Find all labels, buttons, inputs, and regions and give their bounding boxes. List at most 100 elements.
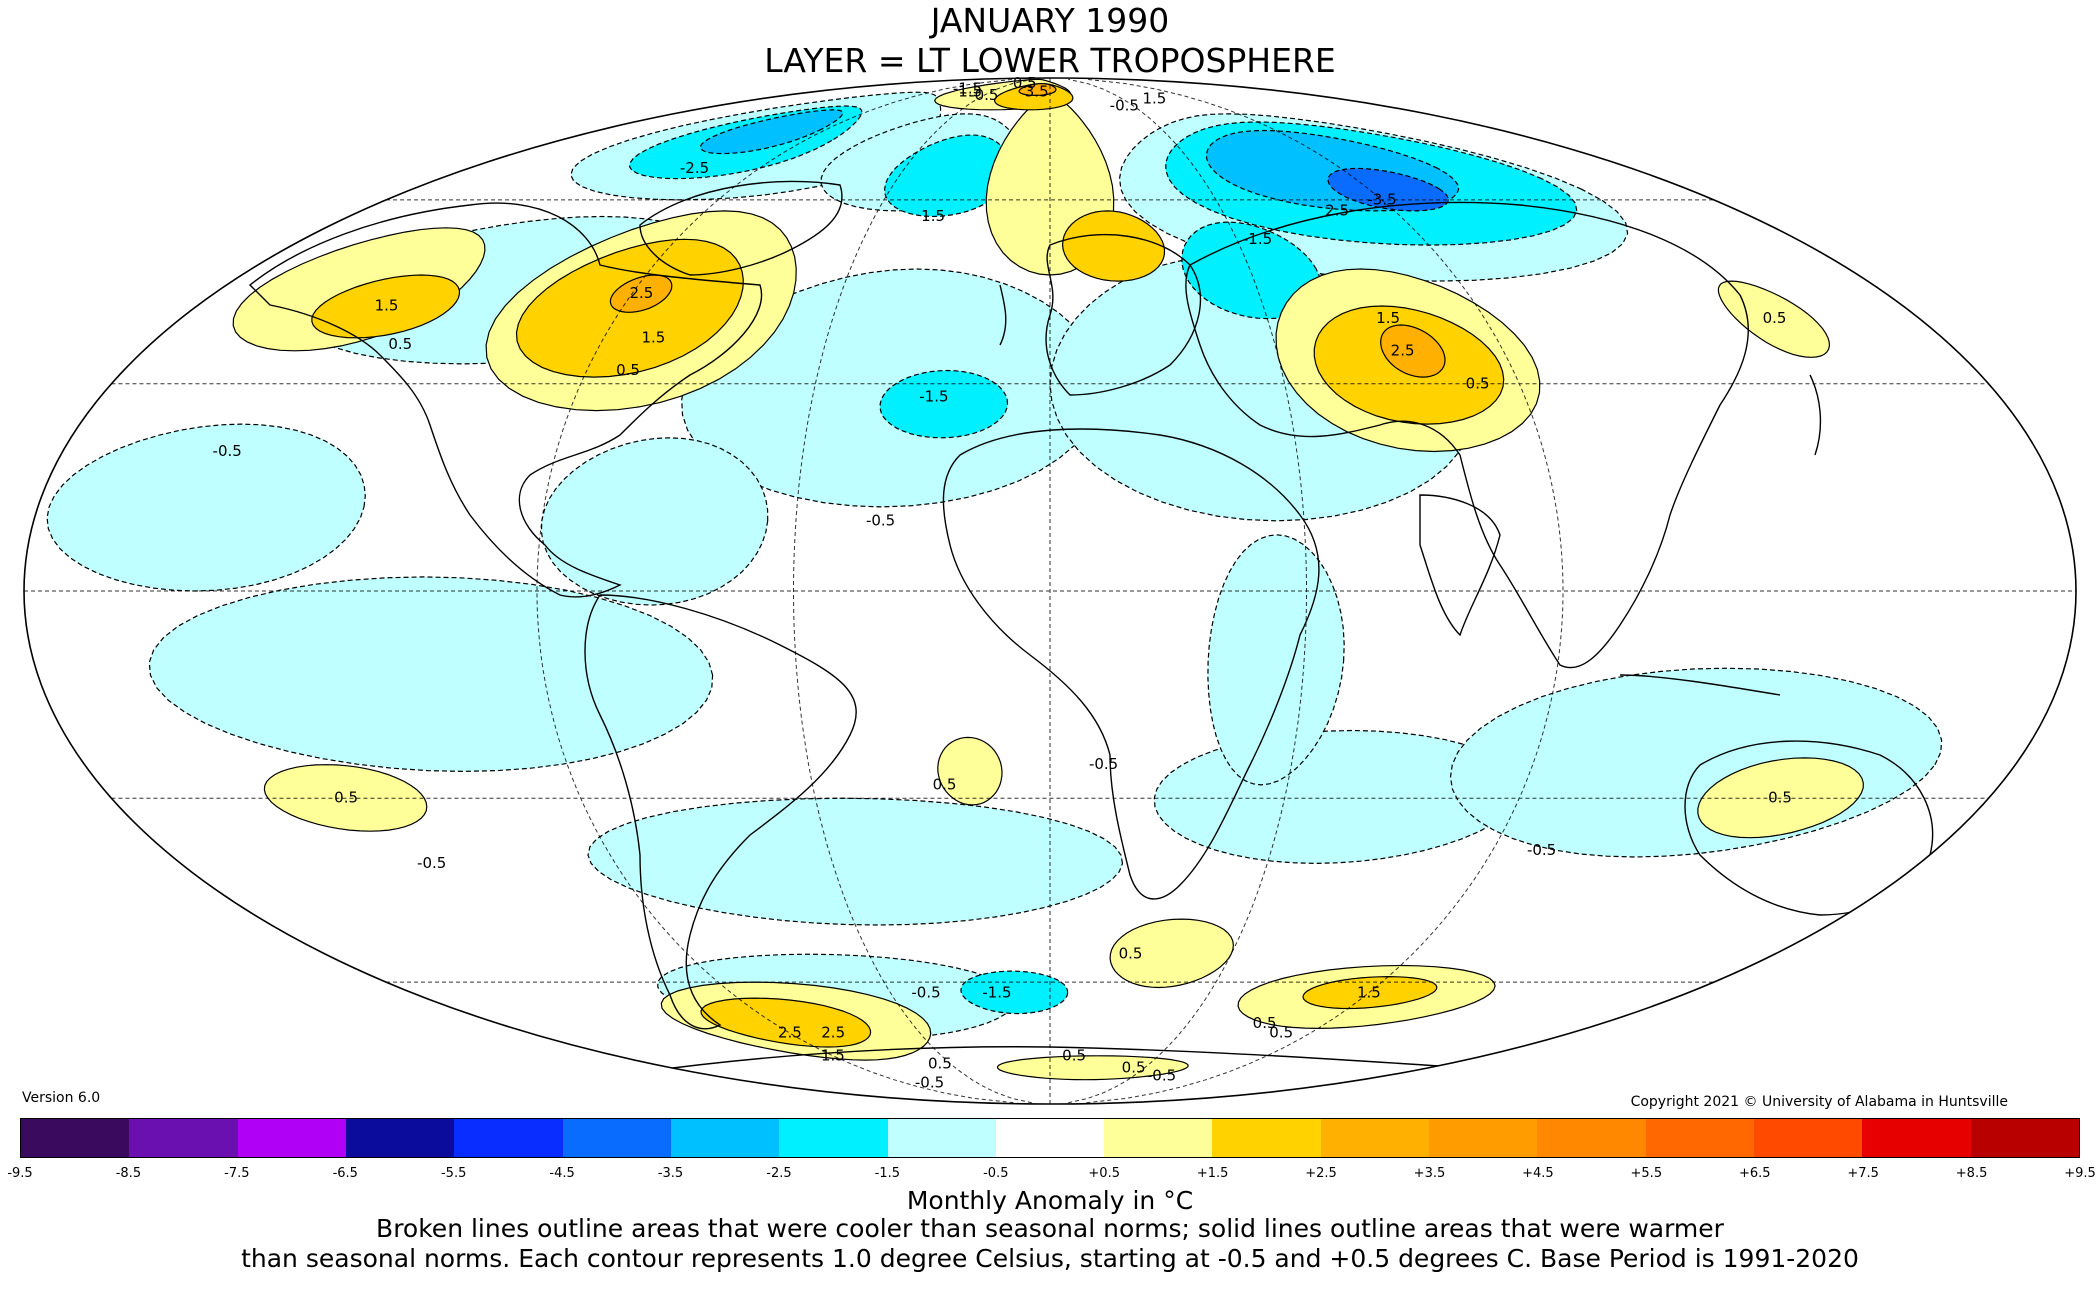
new-zealand-outline (1959, 894, 1976, 956)
contour-label: -1.5 (982, 983, 1011, 1001)
colorbar-segment (1754, 1119, 1863, 1157)
colorbar-tick-label: -3.5 (657, 1166, 684, 1181)
contour-label: 1.5 (958, 83, 982, 101)
anomaly-map: -0.50.5-0.51.50.52.51.50.5-2.5-1.5-0.50.… (23, 75, 2077, 1105)
contour-label: -1.5 (1243, 230, 1272, 248)
contour-label: 1.5 (821, 1046, 845, 1064)
colorbar-segment (1104, 1119, 1213, 1157)
colorbar-segment (345, 1119, 455, 1157)
colorbar-tick-label: +0.5 (1088, 1166, 1120, 1181)
colorbar (20, 1118, 2080, 1158)
contour-label: -0.5 (1110, 97, 1139, 115)
contour-label: -0.5 (866, 511, 895, 529)
colorbar-tick-label: -6.5 (332, 1166, 358, 1181)
warm-anomaly-region (700, 997, 872, 1048)
colorbar-label: Monthly Anomaly in °C (906, 1186, 1194, 1215)
cool-anomaly-region (699, 109, 844, 155)
contour-label: 0.5 (1269, 1024, 1293, 1042)
colorbar-tick-label: -7.5 (224, 1166, 250, 1181)
colorbar-segment (779, 1119, 888, 1157)
contour-label: -0.5 (969, 86, 998, 104)
warm-anomaly-region (1717, 280, 1831, 358)
map-subtitle: LAYER = LT LOWER TROPOSPHERE (764, 41, 1336, 80)
indonesia-outline (1619, 674, 1781, 696)
colorbar-segment (237, 1119, 346, 1157)
contour-label: -1.5 (953, 80, 982, 98)
graticule (24, 78, 2076, 1104)
colorbar-tick-label: -8.5 (115, 1166, 142, 1181)
contour-label: 2.5 (821, 1024, 845, 1042)
contour-label: -0.5 (1089, 755, 1118, 773)
warm-anomaly-region (1018, 82, 1057, 97)
contour-label: 0.5 (616, 361, 640, 379)
warm-anomaly-region (1380, 324, 1446, 378)
cool-anomaly-region (1207, 534, 1345, 786)
colorbar-segment (1645, 1119, 1754, 1157)
contour-label: 0.5 (1253, 1014, 1277, 1032)
contour-label: 0.5 (1062, 1046, 1086, 1064)
contour-label: 0.5 (388, 335, 412, 353)
colorbar-tick-label: +5.5 (1630, 1166, 1663, 1181)
colorbar-segment (1320, 1119, 1430, 1157)
contour-label: 2.5 (629, 284, 653, 302)
graticule-meridian (793, 78, 1032, 1104)
contour-label: 2.5 (1325, 201, 1349, 219)
contour-label: -0.5 (915, 1074, 944, 1092)
anomaly-regions (46, 78, 1943, 1081)
contour-label: 0.5 (1466, 374, 1490, 392)
warm-anomaly-region (609, 274, 673, 313)
contour-label: 2.5 (778, 1024, 802, 1042)
contour-labels: -0.50.5-0.51.50.52.51.50.5-2.5-1.5-0.50.… (213, 75, 1792, 1092)
greenland-outline (639, 180, 843, 276)
india-outline (1419, 494, 1501, 637)
uk-outline (999, 284, 1007, 346)
africa-outline (942, 428, 1320, 900)
contour-label: 0.5 (1013, 75, 1037, 92)
warm-anomaly-region (937, 736, 1003, 806)
colorbar-tick-label: -0.5 (983, 1166, 1009, 1181)
colorbar-segment (995, 1119, 1105, 1157)
colorbar-tick-label: +2.5 (1305, 1166, 1337, 1181)
colorbar-segment (1862, 1119, 1971, 1157)
note-line-2: than seasonal norms. Each contour repres… (241, 1244, 1859, 1273)
warm-anomaly-region (1061, 210, 1166, 282)
map-body (24, 78, 2076, 1104)
globe-outline (23, 77, 2077, 1105)
contour-label: -2.5 (680, 159, 709, 177)
version-label: Version 6.0 (22, 1090, 101, 1106)
contour-label: 1.5 (1376, 309, 1400, 327)
cool-anomaly-region (1181, 221, 1322, 320)
contour-label: -0.5 (1527, 841, 1556, 859)
colorbar-segment (1429, 1119, 1538, 1157)
warm-anomaly-region (1109, 918, 1235, 989)
graticule-meridian (1068, 78, 1307, 1104)
colorbar-tick-label: +1.5 (1196, 1166, 1229, 1181)
contour-label: 0.5 (928, 1055, 952, 1073)
map-title: JANUARY 1990 (930, 1, 1170, 40)
colorbar-segment (454, 1119, 563, 1157)
contour-label: 0.5 (1122, 1059, 1146, 1077)
graticule-meridian (1086, 78, 1564, 1104)
colorbar-ticks: -9.5 -8.5 -7.5 -6.5 -5.5 -4.5 -3.5 -2.5 -1.5 -0.5… (0, 1166, 2100, 1186)
cool-anomaly-region (587, 797, 1124, 926)
cool-anomaly-region (879, 369, 1009, 439)
warm-anomaly-region (311, 274, 460, 339)
japan-outline (1809, 374, 1822, 456)
cool-anomaly-region (540, 437, 769, 606)
colorbar-tick-label: -4.5 (549, 1166, 575, 1181)
colorbar-tick-label: +3.5 (1413, 1166, 1446, 1181)
colorbar-segment (1970, 1119, 2079, 1157)
colorbar-tick-label: +7.5 (1847, 1166, 1879, 1181)
copyright-label: Copyright 2021 © University of Alabama i… (1630, 1094, 2008, 1110)
graticule-meridian (536, 78, 1014, 1104)
contour-label: 0.5 (933, 775, 957, 793)
colorbar-segment (887, 1119, 996, 1157)
colorbar-tick-label: -5.5 (440, 1166, 467, 1181)
warm-anomaly-region (996, 1055, 1189, 1081)
colorbar-tick-label: +6.5 (1738, 1166, 1771, 1181)
contour-label: 1.5 (1142, 89, 1166, 107)
north-america-outline (248, 202, 763, 598)
contour-label: 1.5 (1357, 983, 1381, 1001)
south-america-outline (584, 594, 857, 1030)
contour-label: 2.5 (1391, 341, 1415, 359)
